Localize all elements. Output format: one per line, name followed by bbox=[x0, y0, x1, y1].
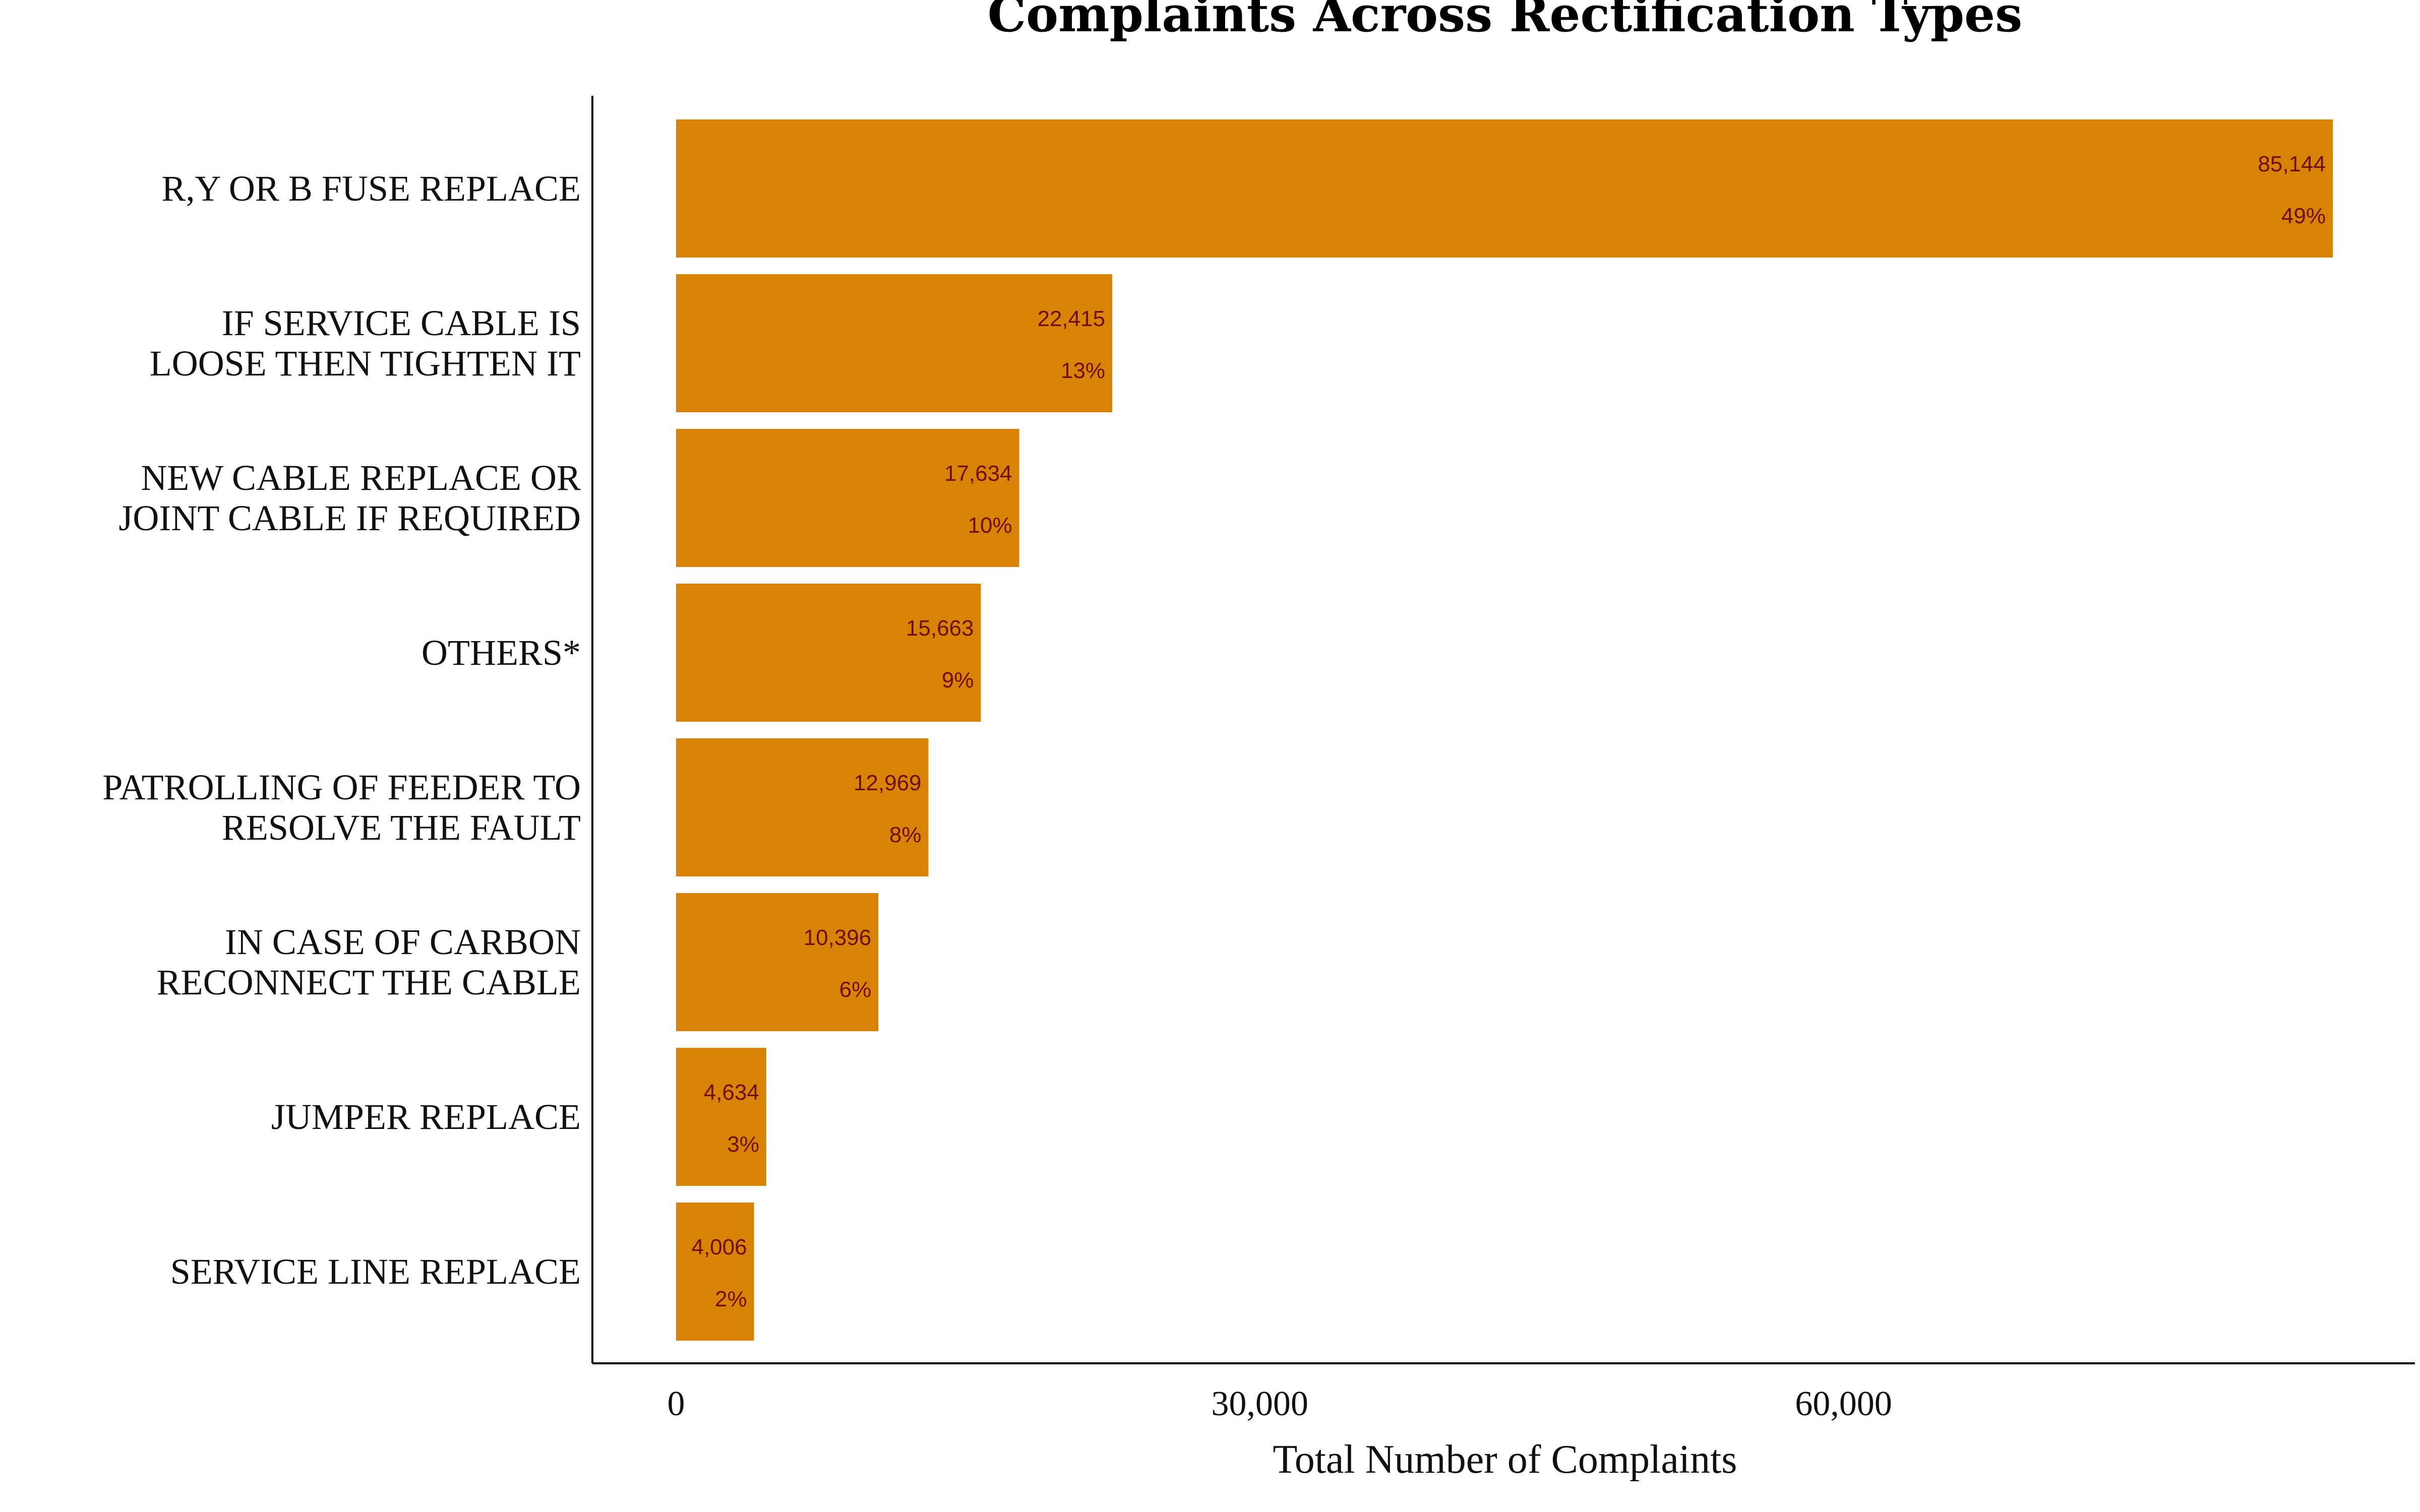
axes-layer: 0 30,000 60,000 bbox=[591, 96, 2415, 1423]
category-label-5: PATROLLING OF FEEDER TO RESOLVE THE FAULT bbox=[102, 767, 581, 848]
percent-label-4: 9% bbox=[942, 668, 974, 692]
percent-label-5: 8% bbox=[889, 823, 922, 847]
x-tick-label-3: 60,000 bbox=[1795, 1384, 1892, 1423]
bar-4 bbox=[676, 584, 981, 722]
percent-label-3: 10% bbox=[967, 513, 1012, 538]
value-label-5: 12,969 bbox=[854, 771, 922, 795]
value-label-2: 22,415 bbox=[1037, 306, 1105, 331]
chart-title: Complaints Across Rectification Types bbox=[988, 0, 2023, 43]
percent-label-1: 49% bbox=[2281, 204, 2326, 228]
bar-5 bbox=[676, 738, 929, 876]
bar-2 bbox=[676, 274, 1113, 412]
labels-layer: 85,144 49% R,Y OR B FUSE REPLACE 22,415 13% I… bbox=[102, 152, 2326, 1311]
x-axis-title: Total Number of Complaints bbox=[1273, 1437, 1737, 1482]
percent-label-6: 6% bbox=[839, 977, 872, 1002]
category-label-1: R,Y OR B FUSE REPLACE bbox=[162, 168, 581, 209]
category-label-3: NEW CABLE REPLACE OR JOINT CABLE IF REQUI… bbox=[118, 458, 581, 538]
bar-6 bbox=[676, 893, 879, 1031]
bar-1 bbox=[676, 119, 2333, 258]
category-label-7: JUMPER REPLACE bbox=[271, 1097, 581, 1137]
category-label-2: IF SERVICE CABLE IS LOOSE THEN TIGHTEN IT bbox=[150, 303, 581, 384]
percent-label-8: 2% bbox=[715, 1287, 747, 1311]
bars-layer bbox=[676, 119, 2333, 1341]
x-tick-label-1: 0 bbox=[668, 1384, 685, 1423]
value-label-8: 4,006 bbox=[691, 1235, 747, 1259]
category-label-6: IN CASE OF CARBON RECONNECT THE CABLE bbox=[157, 922, 581, 1002]
value-label-1: 85,144 bbox=[2258, 152, 2326, 176]
bar-7 bbox=[676, 1048, 766, 1186]
percent-label-2: 13% bbox=[1061, 358, 1105, 383]
value-label-7: 4,634 bbox=[704, 1080, 759, 1105]
category-label-4: OTHERS* bbox=[421, 633, 581, 673]
x-tick-label-2: 30,000 bbox=[1212, 1384, 1309, 1423]
value-label-4: 15,663 bbox=[906, 616, 974, 641]
value-label-3: 17,634 bbox=[944, 461, 1012, 486]
value-label-6: 10,396 bbox=[804, 925, 872, 950]
percent-label-7: 3% bbox=[727, 1132, 759, 1157]
category-label-8: SERVICE LINE REPLACE bbox=[170, 1251, 581, 1292]
bar-8 bbox=[676, 1203, 754, 1341]
bar-3 bbox=[676, 429, 1019, 567]
